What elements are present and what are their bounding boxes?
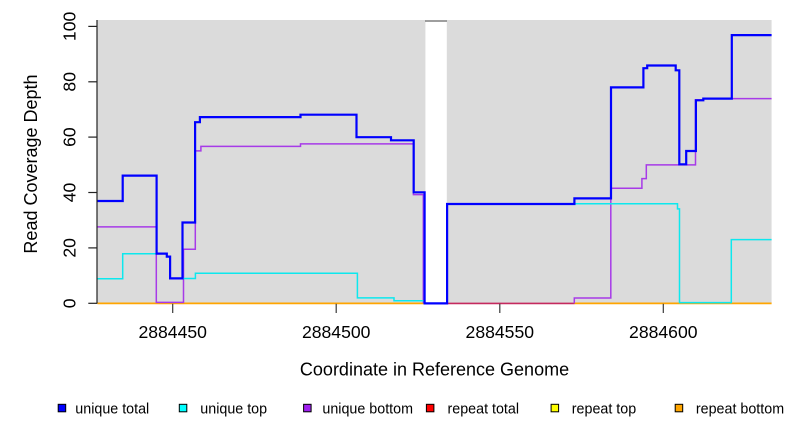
svg-text:80: 80 [60,72,80,92]
svg-text:Coordinate in Reference Genome: Coordinate in Reference Genome [300,360,569,380]
svg-text:40: 40 [60,183,80,203]
svg-text:0: 0 [60,298,80,308]
svg-text:unique bottom: unique bottom [322,401,413,417]
svg-text:repeat total: repeat total [448,401,520,417]
svg-text:2884450: 2884450 [138,322,207,342]
svg-text:repeat bottom: repeat bottom [696,401,784,417]
svg-text:2884600: 2884600 [629,322,698,342]
svg-text:2884500: 2884500 [302,322,371,342]
svg-text:2884550: 2884550 [466,322,535,342]
svg-text:repeat top: repeat top [572,401,636,417]
svg-text:Read Coverage Depth: Read Coverage Depth [21,74,41,253]
svg-text:60: 60 [60,127,80,147]
svg-text:unique top: unique top [200,401,267,417]
svg-text:20: 20 [60,238,80,258]
svg-text:unique total: unique total [75,401,149,417]
svg-text:100: 100 [60,12,80,42]
